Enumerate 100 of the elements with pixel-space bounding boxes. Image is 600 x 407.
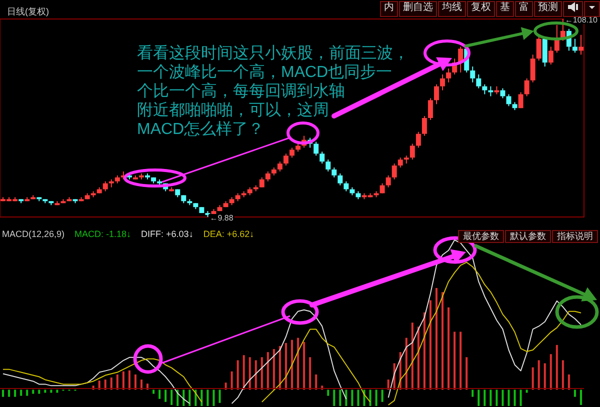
bar (544, 363, 546, 390)
bar (435, 288, 438, 390)
bar (381, 390, 384, 402)
bar (272, 349, 275, 390)
bar (14, 390, 16, 397)
annotation: 一个波峰比一个高，MACD也同步一 (137, 63, 392, 82)
annotation: 最优参数 (458, 230, 504, 243)
bar (134, 374, 136, 390)
bar (122, 371, 124, 390)
text: DIFF: +6.03↓ (141, 229, 194, 239)
candlestick (398, 157, 403, 168)
candlestick (446, 68, 452, 83)
bar (152, 390, 155, 394)
chart-title: 日线(复权) (7, 6, 49, 16)
candlestick (476, 74, 482, 89)
annotation: MACD怎么样了？ (137, 120, 264, 139)
bar (454, 332, 456, 390)
candlestick (518, 92, 524, 109)
bar (26, 390, 28, 396)
bar (230, 371, 233, 390)
candlestick (259, 176, 264, 188)
bar (460, 332, 462, 390)
bar (56, 390, 58, 393)
annotation: 看看这段时间这只小妖股，前面三波， (137, 44, 409, 63)
annotation: 指标说明 (552, 230, 598, 243)
bar (466, 357, 468, 390)
bar (44, 390, 46, 393)
text: 基 (496, 1, 514, 17)
bar (291, 340, 293, 390)
bar (309, 357, 312, 390)
bar (38, 390, 40, 394)
candlestick (265, 170, 270, 182)
bar (417, 326, 420, 390)
annotation: ←9.88 (210, 214, 234, 222)
annotation: 个比一个高，每每回调到水轴 (137, 82, 345, 101)
bar (315, 374, 318, 390)
bar (254, 360, 257, 390)
candlestick (536, 34, 542, 62)
bar (8, 390, 10, 397)
candlestick (422, 116, 427, 136)
bar (556, 344, 558, 390)
bar (339, 390, 342, 406)
bar (502, 390, 504, 406)
bar (369, 390, 372, 406)
bar (375, 390, 378, 406)
candlestick (314, 141, 319, 156)
bar (532, 367, 534, 390)
bar (484, 390, 486, 406)
candlestick (530, 54, 536, 83)
bar (333, 390, 336, 406)
candlestick (440, 74, 446, 91)
candlestick (344, 180, 349, 192)
bar (442, 292, 444, 390)
annotation: 附近都啪啪啪，可以，这周 (137, 101, 329, 120)
candlestick (290, 147, 294, 158)
bar (423, 312, 426, 390)
bar (266, 352, 269, 390)
bar (357, 390, 360, 406)
candlestick (283, 153, 288, 166)
text: MACD: -1.18↓ (74, 229, 132, 239)
candlestick (488, 86, 494, 97)
bar (448, 307, 450, 390)
bar (182, 390, 185, 406)
bar (520, 390, 522, 406)
bar (50, 390, 52, 393)
bar (260, 357, 263, 390)
bar (164, 390, 167, 402)
candlestick (500, 88, 506, 99)
candlestick (102, 180, 108, 192)
bar (411, 322, 414, 390)
bar (496, 390, 498, 406)
bar (206, 390, 209, 406)
candlestick (506, 94, 512, 107)
candlestick (578, 34, 584, 56)
bar (568, 374, 570, 390)
bar (212, 390, 215, 406)
candlestick (548, 46, 554, 66)
candlestick (410, 143, 415, 160)
bar (580, 390, 582, 405)
chart-title: MACD(12,26,9) (2, 229, 65, 239)
bar (508, 390, 510, 406)
candlestick (277, 161, 282, 172)
bar (472, 390, 474, 397)
text: 复权 (467, 1, 495, 17)
candlestick (320, 151, 325, 164)
bar (351, 390, 354, 406)
bar (478, 390, 480, 406)
bar (405, 338, 408, 390)
candlestick (386, 174, 391, 188)
bar (284, 342, 287, 390)
annotation: 默认参数 (505, 230, 551, 243)
bar (170, 390, 173, 405)
text: 内 (380, 1, 398, 17)
text: 预测 (534, 1, 562, 17)
bar (429, 300, 432, 390)
bar (158, 390, 161, 399)
candlestick (482, 84, 488, 95)
bar (242, 355, 245, 390)
text: 删自选 (399, 1, 437, 17)
text: DEA: +6.62↓ (203, 229, 254, 239)
